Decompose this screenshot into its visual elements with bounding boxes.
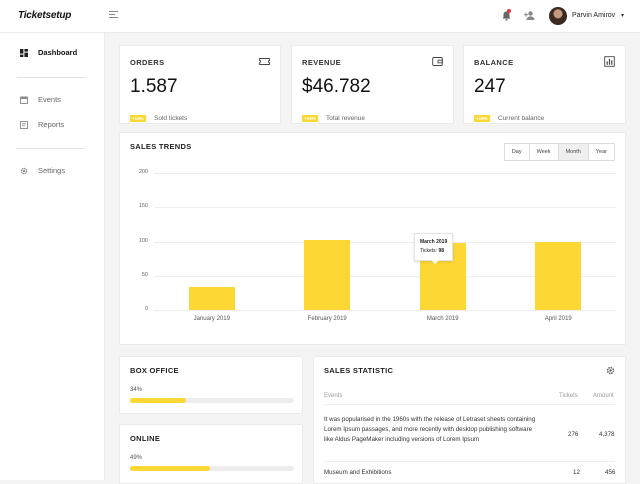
y-tick-label: 100 (138, 237, 148, 244)
sidebar-divider (17, 148, 85, 149)
sidebar-divider (17, 77, 85, 78)
notification-bell-icon[interactable] (502, 11, 511, 21)
progress-percent: 34% (130, 387, 143, 393)
sales-trends-card: SALES TRENDS Day Week Month Year 200 150 1… (119, 132, 626, 345)
range-year-button[interactable]: Year (595, 149, 607, 155)
card-title: ORDERS (130, 58, 165, 67)
sidebar-item-settings[interactable]: Settings (20, 166, 65, 175)
revenue-card: REVENUE $46.782 +19% Total revenue (291, 45, 454, 124)
sidebar-item-label: Dashboard (38, 48, 78, 57)
chart-title: SALES TRENDS (130, 142, 192, 151)
card-title: SALES STATISTIC (324, 366, 394, 375)
progress-fill (130, 466, 211, 471)
orders-card: ORDERS 1.587 +14% Sold tickets (119, 45, 281, 124)
progress-bar (130, 398, 294, 403)
chart-tooltip: March 2019 Tickets: 98 (414, 233, 454, 264)
dashboard-icon (20, 48, 28, 57)
top-bar: Ticketsetup Parvin Amirov ▾ (0, 0, 640, 33)
wallet-icon[interactable] (432, 56, 443, 67)
card-title: REVENUE (302, 58, 342, 67)
x-tick-label: January 2019 (193, 316, 230, 322)
sidebar-item-events[interactable]: Events (20, 95, 61, 104)
tooltip-row: Tickets: 98 (420, 247, 447, 256)
gridline (154, 173, 616, 174)
sidebar-item-label: Settings (38, 166, 66, 175)
balance-card: BALANCE 247 +19% Current balance (463, 45, 626, 124)
x-tick-label: March 2019 (426, 316, 459, 322)
avatar[interactable] (549, 7, 567, 25)
trend-badge: +14% (130, 115, 146, 122)
card-caption: Current balance (498, 115, 545, 122)
add-user-icon[interactable] (524, 11, 535, 20)
range-selector: Day Week Month Year (503, 143, 615, 161)
chart-bar[interactable] (304, 240, 351, 310)
table-divider (324, 461, 615, 462)
table-cell-tickets: 276 (568, 431, 579, 438)
progress-bar (130, 466, 294, 471)
gridline (154, 310, 616, 311)
card-title: BOX OFFICE (130, 366, 179, 375)
table-cell-amount: 4,378 (599, 431, 615, 438)
tooltip-value: 98 (438, 248, 444, 254)
column-header-amount[interactable]: Amount (593, 393, 614, 399)
card-caption: Sold tickets (154, 115, 188, 122)
sidebar-item-reports[interactable]: Reports (20, 120, 64, 129)
tooltip-label: Tickets: (420, 248, 438, 254)
user-name[interactable]: Parvin Amirov (572, 12, 616, 19)
revenue-value: $46.782 (302, 76, 371, 97)
card-title: BALANCE (474, 58, 514, 67)
card-caption: Total revenue (326, 115, 366, 122)
notification-dot (507, 9, 511, 13)
table-divider (324, 404, 615, 405)
online-card: ONLINE 49% (119, 424, 303, 484)
gridline (154, 241, 616, 243)
column-header-events[interactable]: Events (324, 393, 343, 399)
chart-bar[interactable] (188, 287, 235, 310)
chart-bar[interactable] (535, 242, 582, 310)
gear-icon (20, 167, 28, 174)
table-cell-amount: 456 (605, 469, 616, 476)
trend-badge: +19% (474, 115, 490, 122)
range-week-button[interactable]: Week (530, 144, 559, 160)
orders-value: 1.587 (130, 76, 178, 97)
sidebar-item-label: Events (38, 95, 61, 104)
gridline (154, 275, 616, 277)
progress-fill (130, 398, 186, 403)
x-tick-label: April 2019 (544, 316, 572, 322)
calendar-icon (20, 95, 28, 104)
x-tick-label: February 2019 (307, 316, 347, 322)
card-title: ONLINE (130, 434, 161, 443)
tooltip-title: March 2019 (420, 239, 448, 245)
y-tick-label: 150 (138, 203, 148, 210)
sidebar-item-dashboard[interactable]: Dashboard (20, 48, 77, 57)
progress-percent: 49% (130, 455, 143, 461)
report-icon (20, 120, 28, 129)
chart-icon[interactable] (604, 56, 615, 67)
gear-icon[interactable] (606, 366, 615, 375)
y-tick-label: 200 (138, 169, 148, 175)
y-tick-label: 0 (144, 306, 148, 312)
table-cell-event: It was popularised in the 1960s with the… (324, 416, 536, 443)
trend-badge: +19% (302, 115, 318, 122)
sidebar-item-label: Reports (38, 120, 65, 129)
chevron-down-icon[interactable]: ▾ (621, 13, 625, 19)
table-cell-event: Museum and Exhibitions (324, 469, 392, 476)
box-office-card: BOX OFFICE 34% (119, 356, 303, 414)
table-cell-tickets: 12 (573, 469, 580, 476)
range-day-button[interactable]: Day (505, 144, 530, 160)
range-month-button[interactable]: Month (558, 144, 589, 160)
menu-toggle-icon[interactable] (109, 11, 118, 20)
gridline (154, 207, 616, 209)
sales-statistic-card: SALES STATISTIC Events Tickets Amount It… (313, 356, 626, 484)
app-logo[interactable]: Ticketsetup (18, 10, 72, 21)
column-header-tickets[interactable]: Tickets (559, 393, 578, 399)
balance-value: 247 (474, 76, 506, 97)
sidebar: Dashboard Events Reports Settings (0, 33, 105, 480)
ticket-icon[interactable] (259, 56, 270, 67)
y-tick-label: 50 (141, 271, 148, 278)
